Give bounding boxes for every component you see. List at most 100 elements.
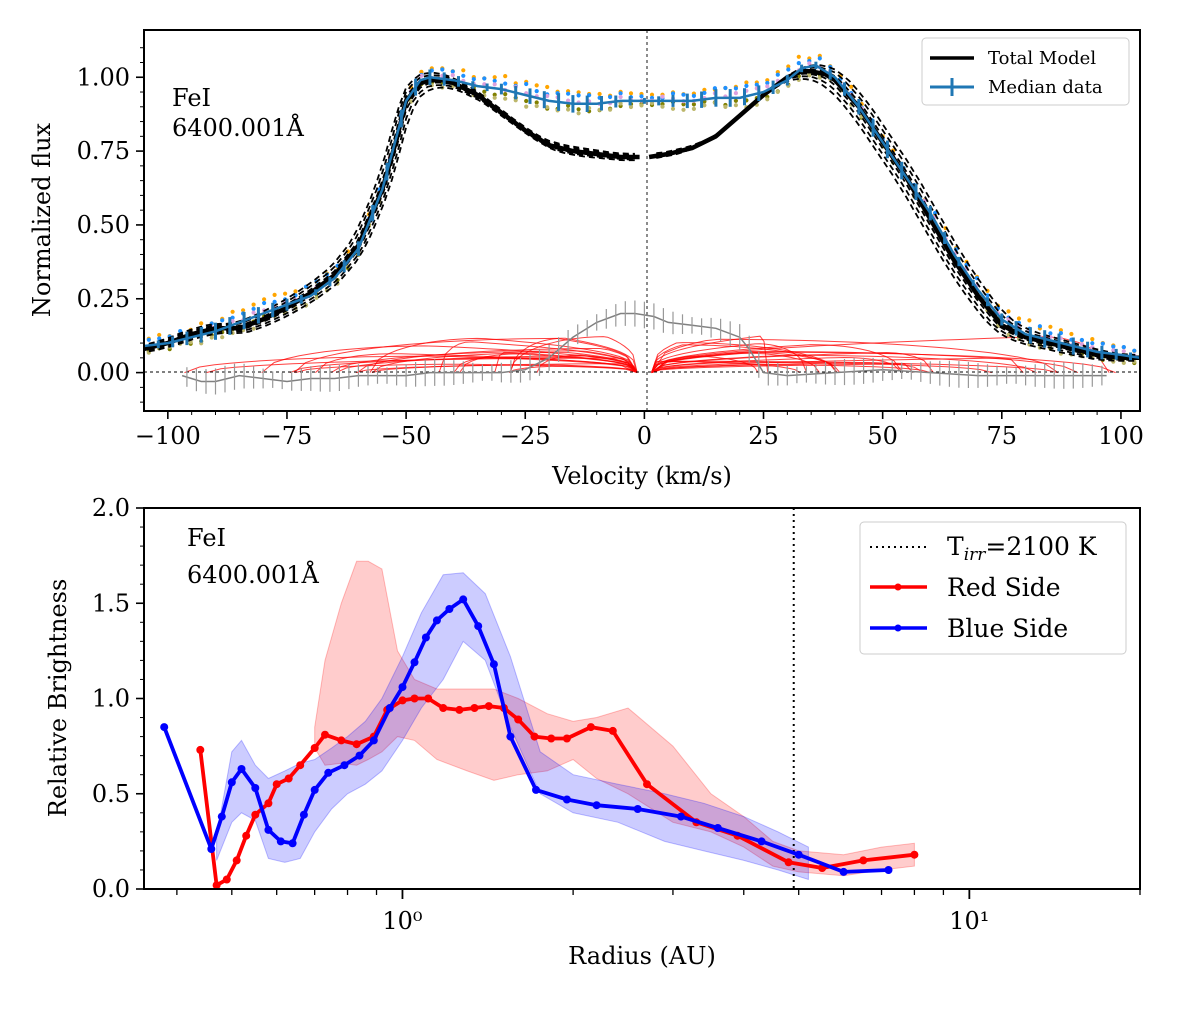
red-side-point <box>222 875 231 884</box>
data-point <box>461 73 466 78</box>
data-point <box>660 104 665 109</box>
bottom-x-axis-label: Radius (AU) <box>568 942 716 970</box>
blue-side-point <box>227 778 236 787</box>
data-point <box>157 332 162 338</box>
top-annotation-element: FeI <box>172 84 211 112</box>
data-point <box>723 85 728 91</box>
red-side-point <box>562 734 571 743</box>
data-point <box>796 61 801 66</box>
data-point <box>702 90 707 95</box>
data-point <box>681 102 686 107</box>
blue-side-point <box>432 616 441 625</box>
bottom-legend-box <box>859 521 1127 655</box>
red-side-point <box>310 744 319 752</box>
data-point <box>524 81 529 87</box>
data-point <box>765 84 770 89</box>
data-point <box>461 68 466 73</box>
data-point <box>450 69 455 74</box>
data-point <box>1121 345 1126 350</box>
top-y-tick-label: 1.00 <box>77 63 130 91</box>
red-side-point <box>284 774 293 783</box>
bottom-y-tick-label: 1.5 <box>92 589 130 617</box>
data-point <box>534 100 539 105</box>
data-point <box>639 94 644 99</box>
data-point <box>628 104 634 110</box>
data-point <box>492 92 497 97</box>
data-point <box>503 74 508 79</box>
bottom-annotation-wavelength: 6400.001Å <box>187 560 320 589</box>
data-point <box>639 103 644 108</box>
red-side-point <box>910 850 919 859</box>
data-point <box>1090 337 1095 342</box>
model-curve-red-side <box>656 66 1136 357</box>
red-side-point <box>547 734 556 743</box>
data-point <box>262 297 267 302</box>
data-point <box>1090 341 1095 346</box>
blue-side-point <box>288 839 297 848</box>
red-side-point <box>439 704 448 712</box>
red-side-point <box>321 730 329 739</box>
top-x-tick-label: −25 <box>500 422 551 450</box>
blue-side-point <box>237 765 246 773</box>
blue-side-point <box>884 866 893 874</box>
component-curve <box>293 337 638 373</box>
data-point <box>1132 348 1137 353</box>
bottom-y-tick-label: 0.5 <box>92 780 130 808</box>
data-point <box>618 91 623 96</box>
data-point <box>503 81 508 86</box>
data-point <box>545 105 550 110</box>
top-x-tick-label: 50 <box>867 422 898 450</box>
data-point <box>220 318 225 323</box>
data-point <box>1069 331 1074 337</box>
blue-side-point <box>459 595 468 604</box>
red-side-point <box>470 704 479 712</box>
data-point <box>1016 316 1022 321</box>
data-point <box>492 82 497 87</box>
data-point <box>293 289 298 294</box>
data-point <box>649 95 655 100</box>
data-point <box>1058 328 1063 333</box>
red-side-point <box>586 723 595 732</box>
data-point <box>534 89 539 94</box>
data-point <box>241 308 246 313</box>
blue-side-point <box>592 801 601 810</box>
component-curve <box>651 344 903 373</box>
component-curve <box>459 353 638 373</box>
legend-median-data-label: Median data <box>988 77 1103 98</box>
legend-tirr-subscript: irr <box>964 545 987 565</box>
data-point <box>251 306 256 311</box>
data-point <box>1079 337 1084 343</box>
legend-tirr-T: T <box>947 532 964 561</box>
legend-red-side-label: Red Side <box>947 573 1061 602</box>
data-point <box>608 94 613 100</box>
blue-side-point <box>562 795 571 804</box>
data-point <box>272 292 277 297</box>
red-side-uncertainty-band <box>314 560 915 877</box>
data-point <box>681 107 686 112</box>
data-point <box>681 92 686 97</box>
data-point <box>251 302 256 307</box>
red-side-point <box>196 745 205 754</box>
blue-side-point <box>474 622 483 631</box>
data-point <box>450 73 455 78</box>
top-axes: −100 −75 −50 −25 0 25 50 75 100 0.00 0.25 0.50 0.75 1… <box>77 47 1144 450</box>
blue-side-point <box>385 704 394 712</box>
data-point <box>251 326 256 331</box>
legend-total-model-label: Total Model <box>988 48 1096 69</box>
blue-side-point <box>207 845 216 853</box>
red-side-point <box>455 705 464 714</box>
blue-side-point <box>160 723 169 732</box>
bottom-annotation-element: FeI <box>187 524 226 552</box>
bottom-x-tick-label: 10¹ <box>949 907 989 935</box>
top-x-tick-label: −100 <box>135 422 201 450</box>
data-point <box>534 103 539 109</box>
red-side-point <box>530 732 539 741</box>
blue-side-point <box>355 751 364 760</box>
component-curve <box>438 341 638 373</box>
data-point <box>146 337 151 342</box>
data-point <box>566 91 571 96</box>
data-point <box>670 91 676 96</box>
bottom-series-lines <box>160 595 919 889</box>
legend-tirr-label: Tirr=2100 K <box>947 532 1098 565</box>
bottom-y-tick-label: 0.0 <box>92 875 130 903</box>
